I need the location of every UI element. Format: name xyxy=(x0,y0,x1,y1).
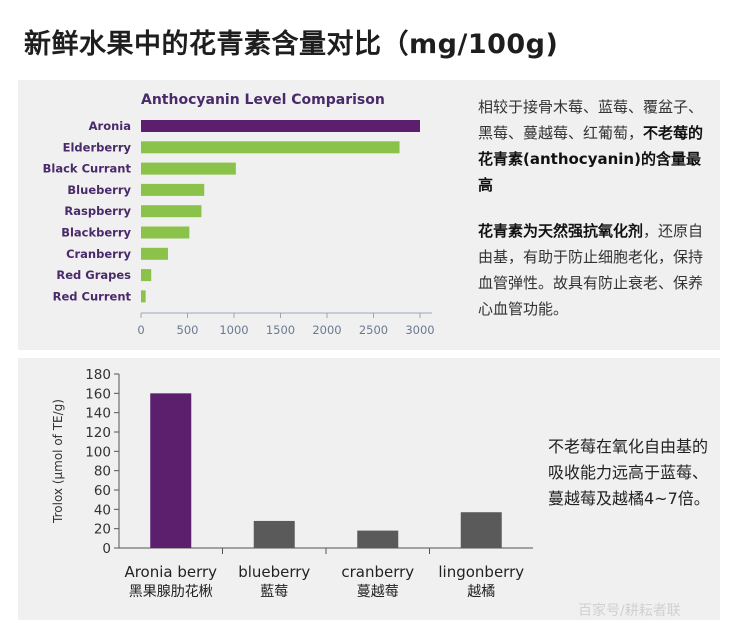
bar xyxy=(141,141,400,154)
y-tick-label: 180 xyxy=(85,367,111,383)
y-tick-label: 60 xyxy=(94,483,111,499)
category-label: Aronia xyxy=(89,119,131,133)
bar xyxy=(253,520,295,548)
category-label: Raspberry xyxy=(64,204,131,218)
category-label: Blueberry xyxy=(67,183,131,197)
bar xyxy=(150,393,192,548)
note1-bold: 不老莓的花青素(anthocyanin)的含量最高 xyxy=(478,124,704,194)
y-tick-label: 20 xyxy=(94,522,111,538)
y-tick-label: 40 xyxy=(94,502,111,518)
note-antioxidant: 花青素为天然强抗氧化剂，还原自由基，有助于防止细胞老化，保持血管弹性。故具有防止… xyxy=(478,218,706,322)
x-tick-label: 3000 xyxy=(405,323,434,337)
y-tick-label: 0 xyxy=(102,541,111,557)
category-label: blueberry xyxy=(238,563,310,581)
x-tick-label: 1500 xyxy=(266,323,295,337)
bar xyxy=(460,512,502,548)
bar xyxy=(141,120,420,132)
category-label: Black Currant xyxy=(43,162,132,176)
category-label: Aronia berry xyxy=(124,563,217,581)
bar xyxy=(141,205,202,218)
bar xyxy=(357,530,399,548)
bar xyxy=(141,183,205,196)
note1-text: 相较于接骨木莓、蓝莓、覆盆子、黑莓、蔓越莓、红葡萄， xyxy=(478,98,704,142)
x-tick-label: 2500 xyxy=(359,323,388,337)
bar xyxy=(141,269,152,282)
bar xyxy=(141,290,146,303)
note-oxygen-radical-absorbance: 不老莓在氧化自由基的吸收能力远高于蓝莓、蔓越莓及越橘4~7倍。 xyxy=(548,437,710,508)
y-axis-label: Trolox (μmol of TE/g) xyxy=(51,399,65,524)
note-anthocyanin-comparison: 相较于接骨木莓、蓝莓、覆盆子、黑莓、蔓越莓、红葡萄，不老莓的花青素(anthoc… xyxy=(478,94,706,198)
category-label-cn: 蔓越莓 xyxy=(357,584,399,600)
y-tick-label: 100 xyxy=(85,444,111,460)
bar xyxy=(141,226,190,239)
category-label: Cranberry xyxy=(66,247,131,261)
category-label: Blackberry xyxy=(61,226,131,240)
watermark: 百家号/耕耘者联 xyxy=(578,603,681,619)
category-label-cn: 黑果腺肋花楸 xyxy=(129,584,213,600)
y-tick-label: 80 xyxy=(94,464,111,480)
category-label: Elderberry xyxy=(63,140,132,154)
category-label: cranberry xyxy=(341,563,414,581)
y-tick-label: 120 xyxy=(85,425,111,441)
y-tick-label: 160 xyxy=(85,386,111,402)
note2-text: ，还原自由基，有助于防止细胞老化，保持血管弹性。故具有防止衰老、保养心血管功能。 xyxy=(478,222,704,318)
note2-bold: 花青素为天然强抗氧化剂 xyxy=(478,222,644,240)
category-label: Red Grapes xyxy=(56,268,131,282)
category-label-cn: 越橘 xyxy=(467,584,495,600)
page-title: 新鲜水果中的花青素含量对比（mg/100g) xyxy=(24,29,559,60)
category-label: lingonberry xyxy=(438,563,524,581)
bar xyxy=(141,162,236,175)
y-tick-label: 140 xyxy=(85,406,111,422)
bar xyxy=(141,247,168,260)
bottom-panel xyxy=(18,358,720,620)
x-tick-label: 0 xyxy=(137,323,144,337)
x-tick-label: 2000 xyxy=(312,323,341,337)
category-label: Red Current xyxy=(53,289,132,303)
x-tick-label: 500 xyxy=(177,323,199,337)
category-label-cn: 藍莓 xyxy=(260,584,288,600)
x-tick-label: 1000 xyxy=(219,323,248,337)
chart1-title: Anthocyanin Level Comparison xyxy=(141,92,385,108)
